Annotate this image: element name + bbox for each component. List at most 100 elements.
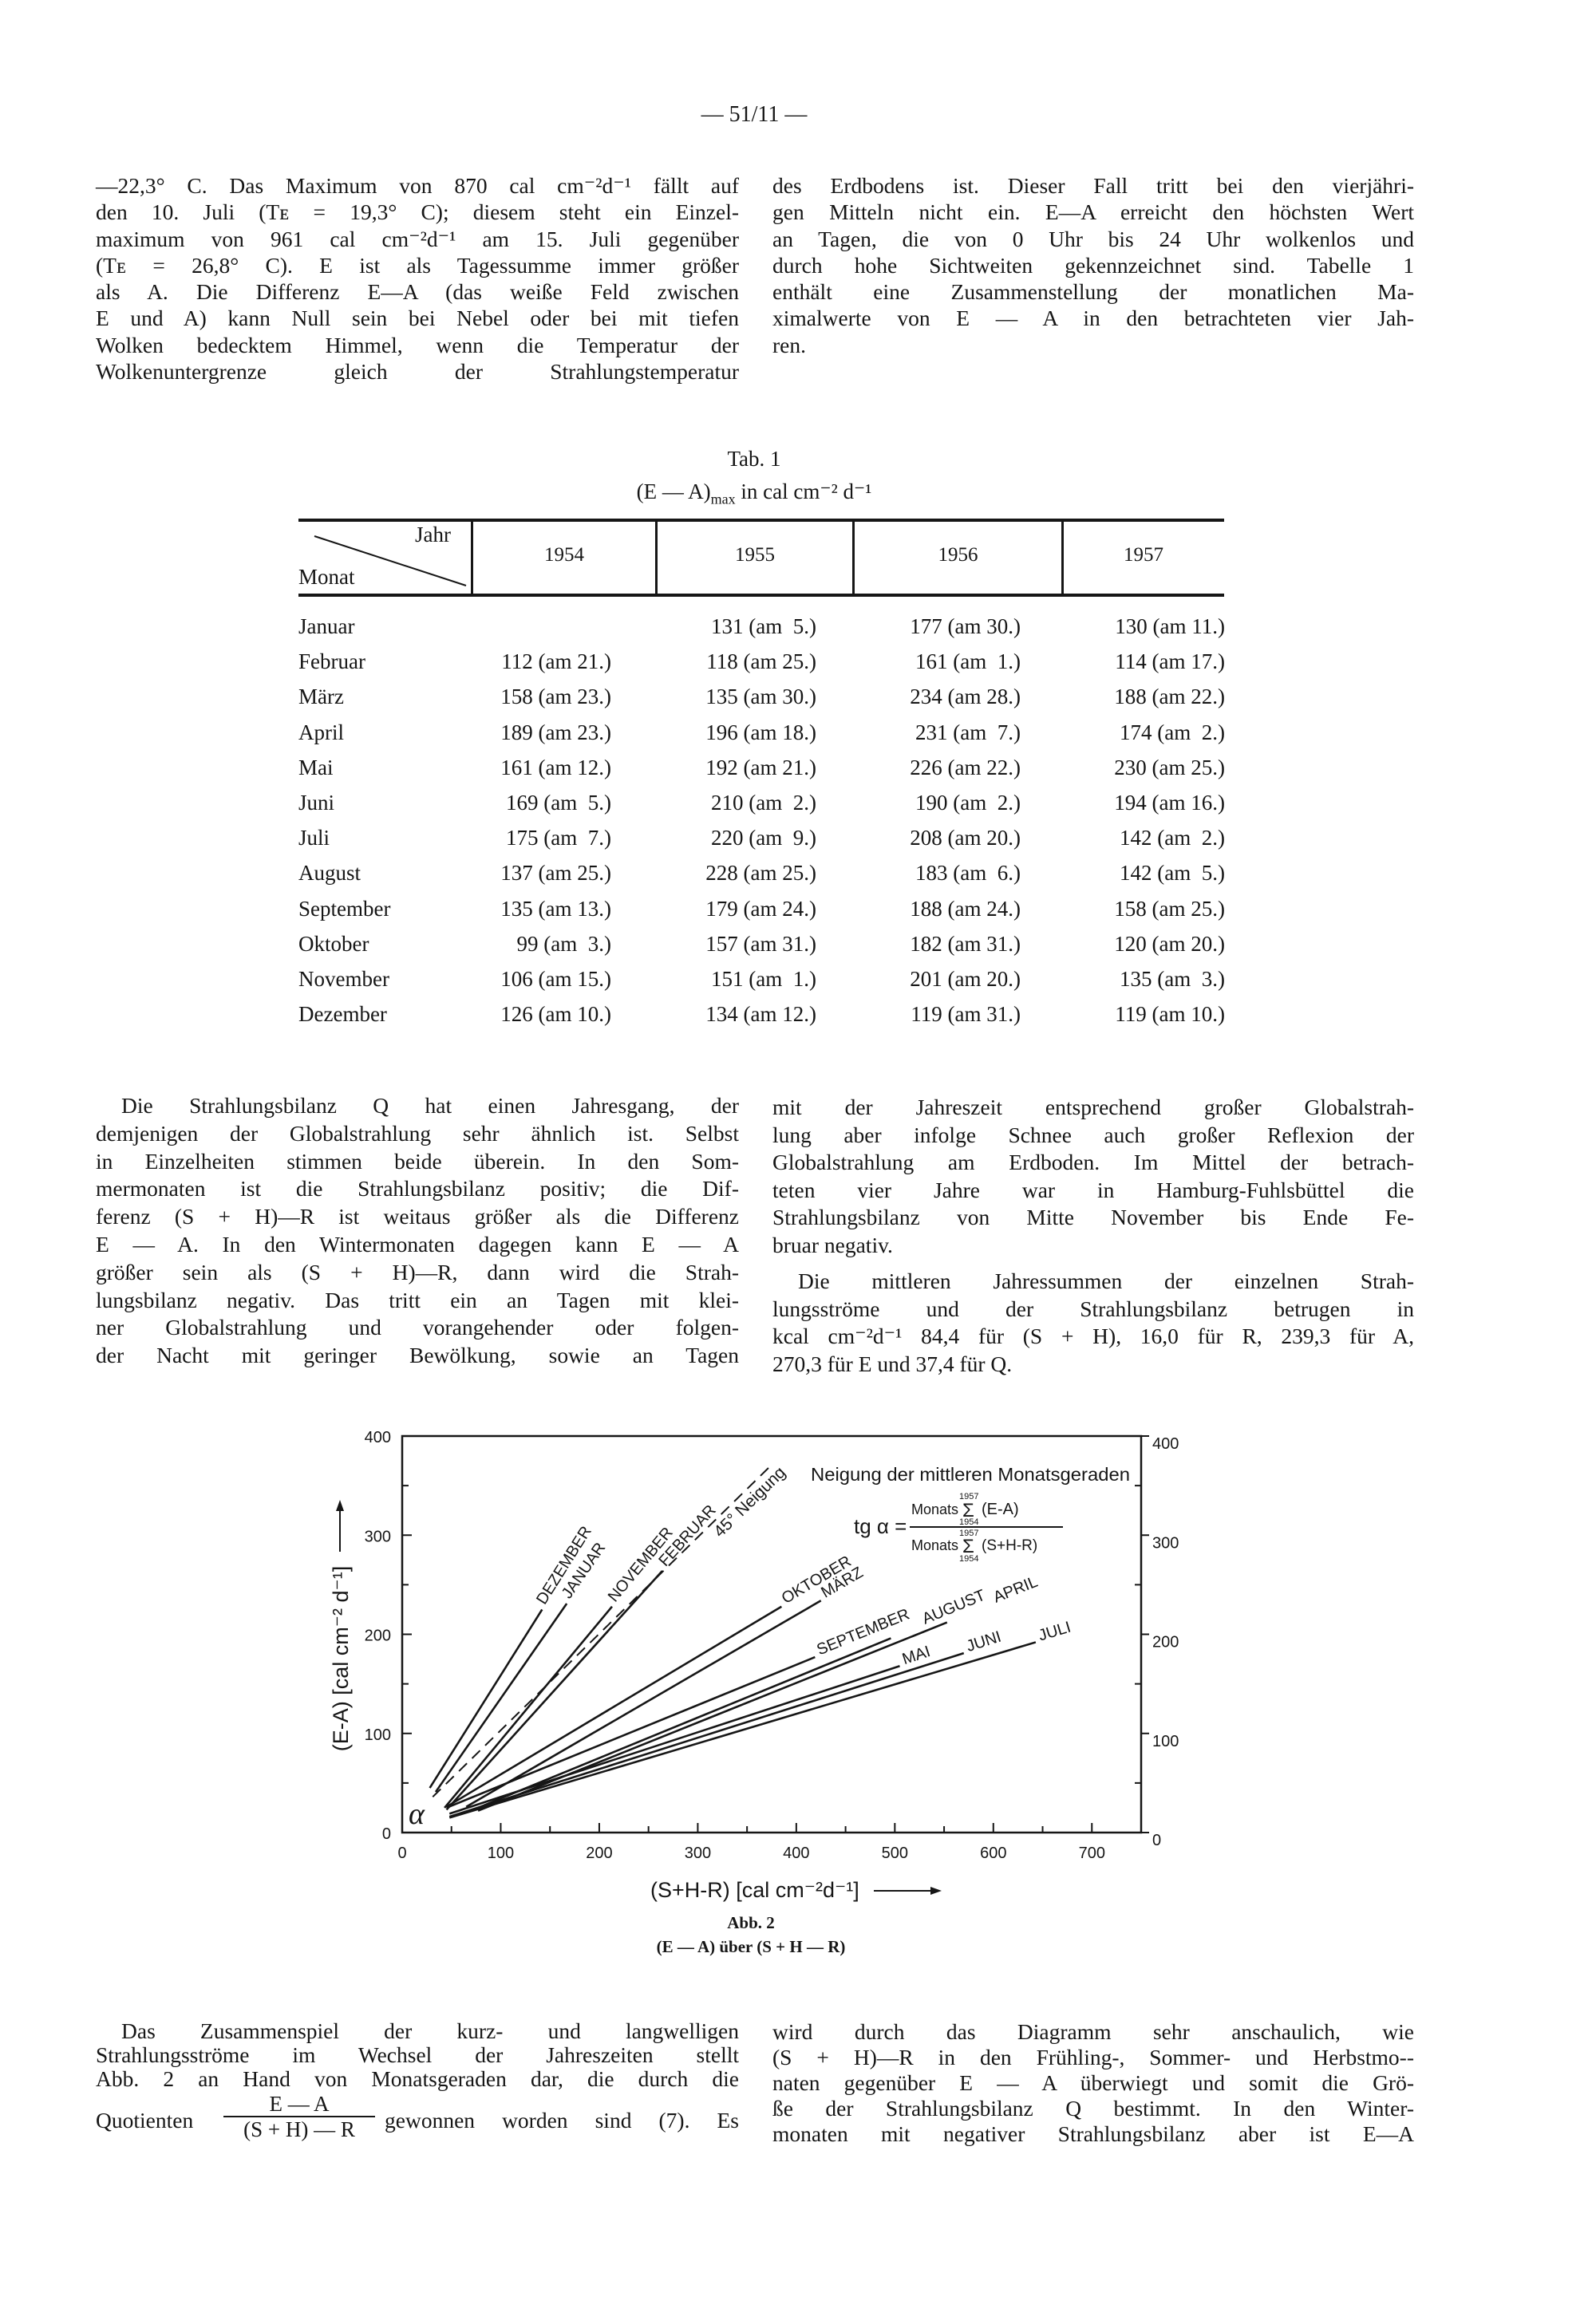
text-line: ximalwerte von E — A in den betrachteten… (772, 306, 1414, 331)
text-line: lung aber infolge Schnee auch großer Ref… (772, 1122, 1414, 1147)
text-line: Die Strahlungsbilanz Q hat einen Jahresg… (121, 1093, 739, 1118)
table-cell-value: 175 (am 7.) (506, 826, 611, 850)
formula-lower-limit: 1954 (959, 1554, 978, 1564)
x-tick-label: 700 (1079, 1845, 1105, 1862)
y-tick-label-right: 300 (1152, 1534, 1179, 1552)
text-line: als A. Die Differenz E—A (das weiße Feld… (96, 279, 739, 305)
table-row-month: November (298, 967, 389, 991)
table-subtitle-sub: max (710, 491, 736, 507)
table-cell-value: 226 (am 22.) (910, 755, 1021, 779)
formula-numerator-term: (E-A) (982, 1501, 1019, 1518)
y-tick-label-right: 0 (1152, 1832, 1161, 1849)
table-cell-value: 114 (am 17.) (1115, 649, 1225, 674)
text-line: Die mittleren Jahressummen der einzelnen… (798, 1269, 1414, 1293)
table-header-year: 1954 (544, 544, 584, 566)
table-cell-value: 142 (am 2.) (1120, 826, 1225, 850)
table-cell-value: 188 (am 22.) (1114, 685, 1225, 709)
text-line: wird durch das Diagramm sehr anschaulich… (772, 2019, 1414, 2044)
text-line: monaten mit negativer Strahlungsbilanz a… (772, 2121, 1414, 2146)
text-line: —22,3° C. Das Maximum von 870 cal cm⁻²d⁻… (96, 173, 739, 198)
paragraph-top-left: —22,3° C. Das Maximum von 870 cal cm⁻²d⁻… (96, 172, 739, 385)
formula-numerator-prefix: Monats (911, 1501, 958, 1517)
table-cell-value: 151 (am 1.) (711, 967, 816, 991)
quotient-line: Quotienten E — A (S + H) — R gewonnen wo… (96, 2092, 739, 2148)
x-axis-label: (S+H-R) [cal cm⁻²d⁻¹] (650, 1878, 859, 1902)
text-line: an Tagen, die von 0 Uhr bis 24 Uhr wolke… (772, 226, 1414, 251)
formula-upper-limit: 1957 (959, 1529, 978, 1538)
month-line-februar (445, 1570, 663, 1811)
angle-alpha-symbol: α (409, 1797, 425, 1831)
table-cell-value: 228 (am 25.) (705, 861, 816, 886)
text-line: E und A) kann Null sein bei Nebel oder b… (96, 306, 739, 331)
text-line: ner Globalstrahlung und vorangehender od… (96, 1315, 739, 1340)
table-header-rule (298, 594, 1224, 597)
text-line: durch hohe Sichtweiten gekennzeichnet si… (772, 252, 1414, 278)
y-tick-label-right: 200 (1152, 1634, 1179, 1651)
y-tick-label-left: 200 (365, 1628, 391, 1645)
month-line-juli (448, 1641, 1037, 1819)
text-line: enthält eine Zusammenstellung der monatl… (772, 279, 1414, 305)
table-cell-value: 188 (am 24.) (910, 896, 1021, 921)
text-line: gen Mitteln nicht ein. E—A erreicht den … (772, 199, 1414, 225)
table-row-month: März (298, 685, 344, 709)
table-column-divider (655, 520, 658, 596)
month-line-januar (434, 1603, 568, 1793)
table-cell-value: 201 (am 20.) (910, 967, 1021, 991)
table-cell-value: 179 (am 24.) (705, 896, 816, 921)
table-top-rule (298, 519, 1224, 522)
chart-annotation-title: Neigung der mittleren Monatsgeraden (811, 1464, 1130, 1485)
reference-line-45-degree (432, 1465, 772, 1797)
table-cell-value: 158 (am 25.) (1114, 896, 1225, 921)
table-column-divider (1061, 520, 1064, 596)
month-line-dezember (429, 1608, 543, 1789)
table-cell-value: 157 (am 31.) (705, 931, 816, 956)
text-line: bruar negativ. (772, 1232, 893, 1257)
month-line-oktober (445, 1605, 783, 1808)
y-tick-label-left: 100 (365, 1726, 391, 1744)
table-cell-value: 208 (am 20.) (910, 826, 1021, 850)
table-row-month: August (298, 861, 361, 886)
table-row-month: Januar (298, 614, 355, 638)
table-cell-value: 118 (am 25.) (706, 649, 816, 674)
text-line: Strahlungsströme im Wechsel der Jahresze… (96, 2042, 739, 2067)
y-axis-arrowhead-icon (336, 1500, 344, 1511)
month-line-april (477, 1621, 948, 1812)
x-tick-label: 300 (685, 1845, 711, 1862)
table-row-month: Dezember (298, 1002, 387, 1027)
y-tick-label-left: 0 (382, 1825, 391, 1843)
month-line-november (444, 1605, 613, 1809)
text-line: lungsströme und der Strahlungsbilanz bet… (772, 1296, 1414, 1321)
text-line: Das Zusammenspiel der kurz- und langwell… (121, 2018, 739, 2043)
page-number: — 51/11 — (701, 102, 808, 127)
text-line: Wolken bedecktem Himmel, wenn die Temper… (96, 332, 739, 357)
table-cell-value: 192 (am 21.) (705, 755, 816, 779)
figure-caption: Abb. 2 (727, 1913, 775, 1932)
table-cell-value: 230 (am 25.) (1114, 755, 1225, 779)
month-line-märz (465, 1600, 822, 1808)
table-subtitle-main: (E — A) (636, 479, 711, 503)
table-caption: Tab. 1 (727, 447, 781, 471)
table-cell-value: 231 (am 7.) (915, 720, 1021, 744)
table-subtitle-unit: in cal cm⁻² d⁻¹ (735, 479, 872, 503)
table-cell-value: 119 (am 31.) (911, 1002, 1021, 1027)
table-cell-value: 182 (am 31.) (910, 931, 1021, 956)
table-cell-value: 112 (am 21.) (501, 649, 611, 674)
table-cell-value: 99 (am 3.) (516, 931, 611, 956)
paragraph-bottom-right: wird durch das Diagramm sehr anschaulich… (772, 2019, 1414, 2147)
table-cell-value: 131 (am 5.) (711, 614, 816, 638)
figure-subcaption: (E — A) über (S + H — R) (656, 1937, 846, 1956)
text-line: maximum von 961 cal cm⁻²d⁻¹ am 15. Juli … (96, 226, 739, 251)
month-line-label: SEPTEMBER (814, 1605, 912, 1659)
table-cell-value: 119 (am 10.) (1115, 1002, 1225, 1027)
plot-frame (401, 1434, 1143, 1834)
formula-denominator-prefix: Monats (911, 1537, 958, 1553)
x-tick-label: 200 (586, 1845, 612, 1862)
text-line: (Tᴇ = 26,8° C). E ist als Tagessumme imm… (96, 252, 739, 278)
y-axis-label: (E-A) [cal cm⁻² d⁻¹] (329, 1566, 353, 1752)
table-cell-value: 194 (am 16.) (1114, 791, 1225, 815)
reference-line-label: 45° Neigung (710, 1463, 789, 1541)
formula-denominator-sum: Σ (962, 1536, 974, 1557)
table-cell-value: 135 (am 13.) (500, 896, 611, 921)
text-line: ferenz (S + H)—R ist weitaus größer als … (96, 1204, 739, 1229)
month-line-juni (448, 1651, 965, 1818)
